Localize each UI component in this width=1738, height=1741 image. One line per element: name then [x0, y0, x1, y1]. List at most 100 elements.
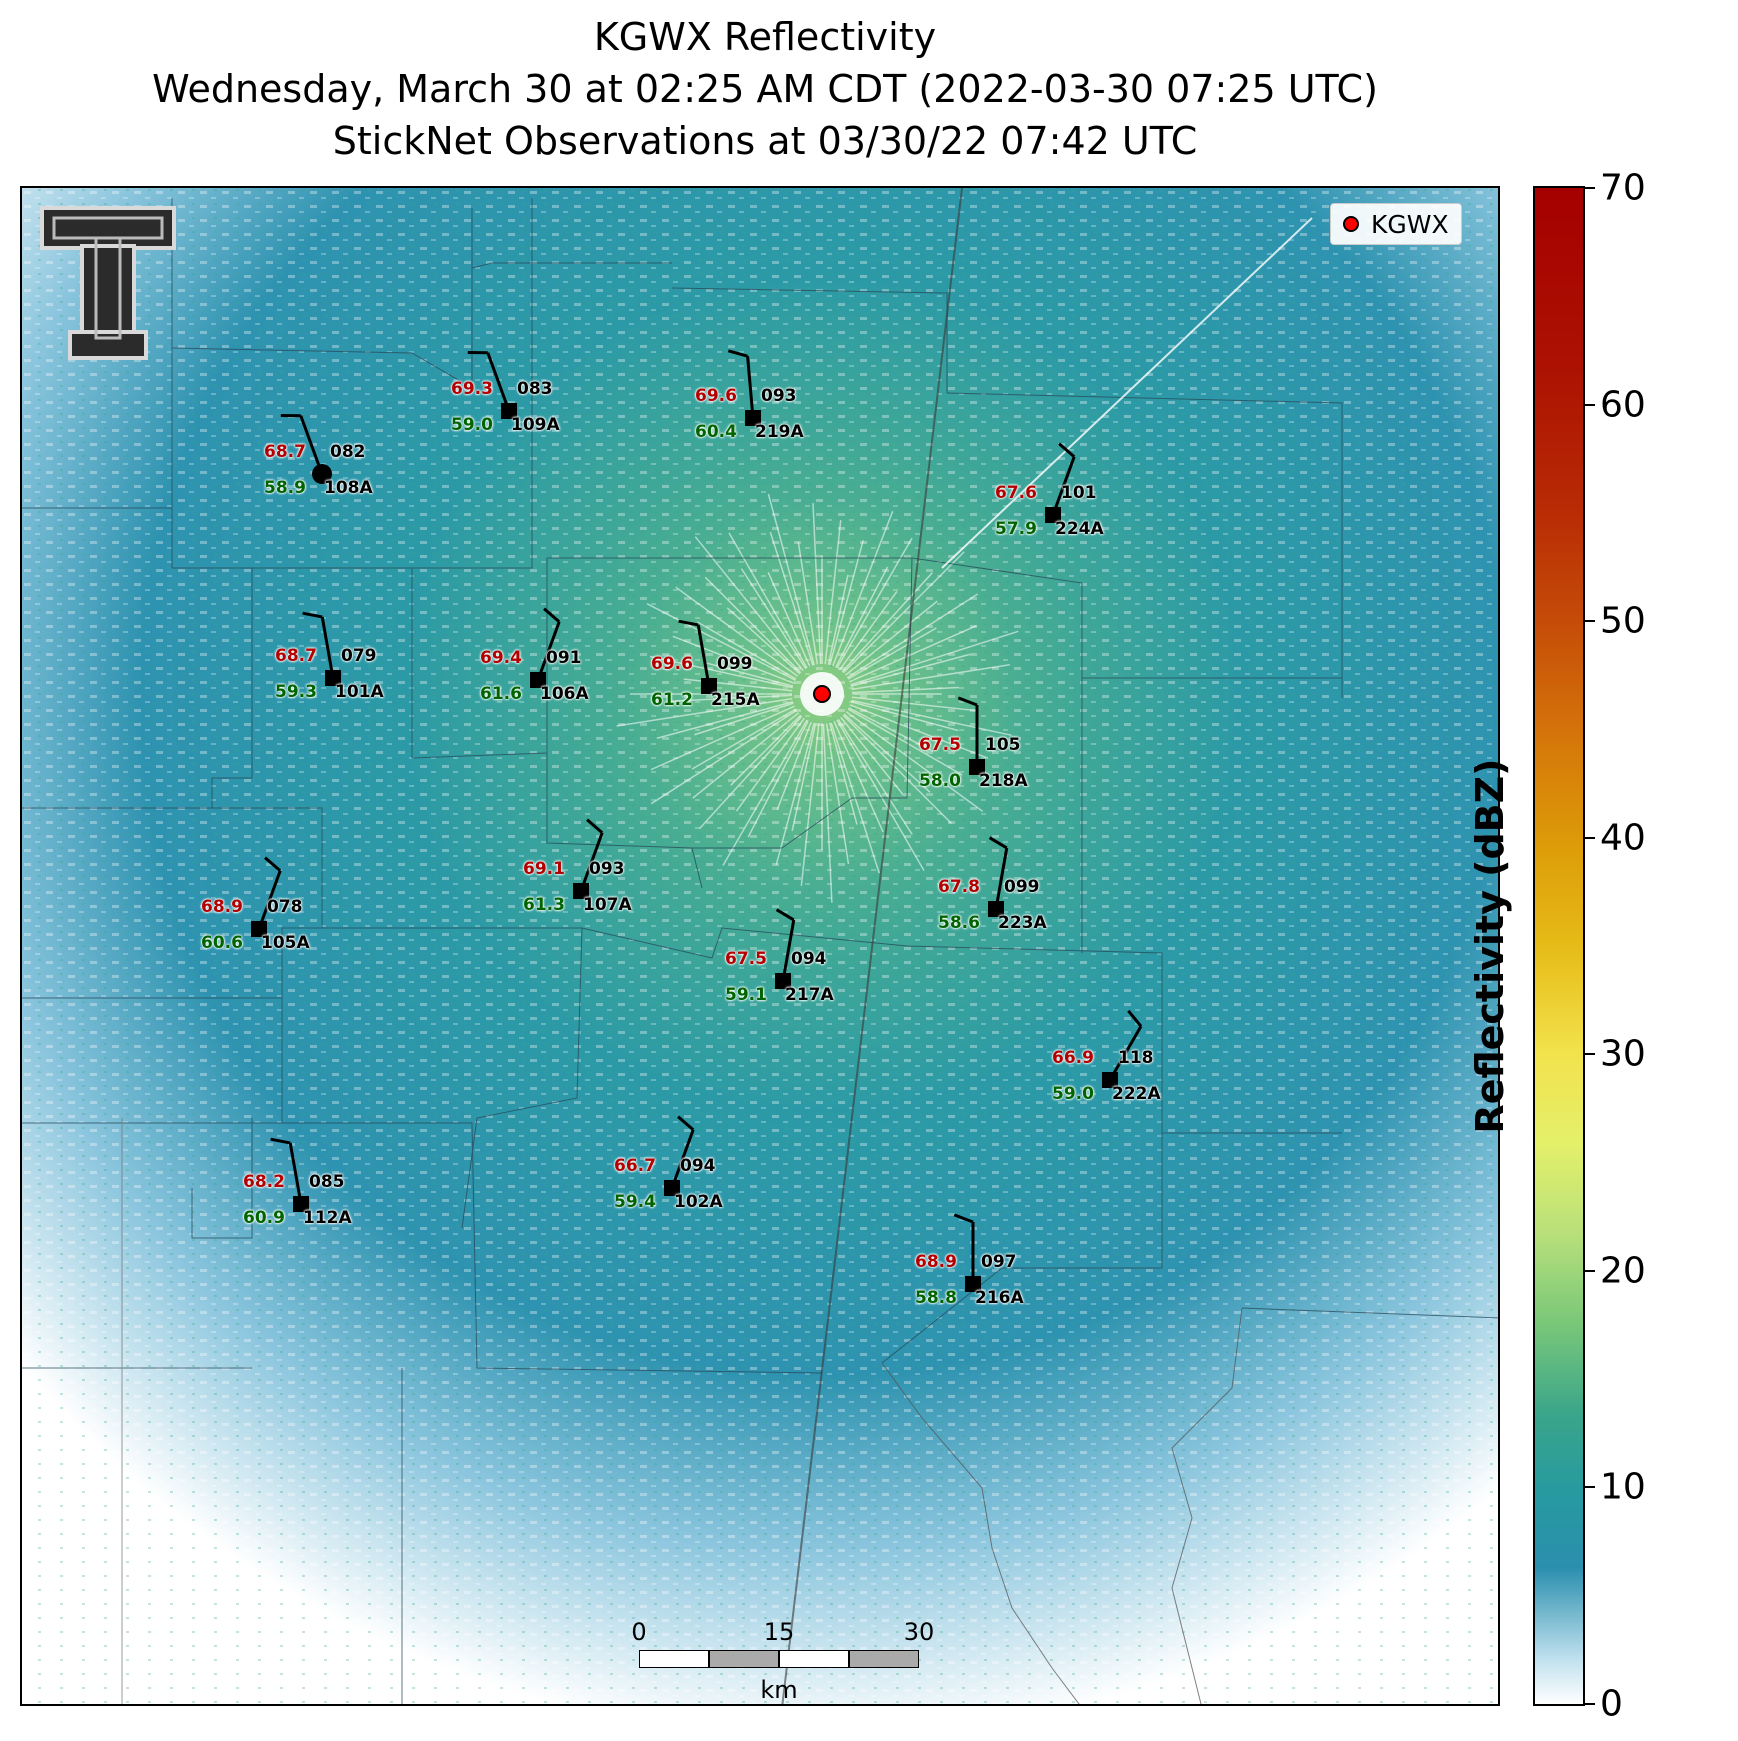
station-marker-224a[interactable] [1045, 507, 1061, 523]
station-id: 105A [261, 933, 310, 953]
radar-ray [850, 653, 970, 687]
station-id: 222A [1112, 1084, 1161, 1104]
scalebar-tick-0: 0 [631, 1618, 647, 1646]
radar-artifact-line [781, 188, 963, 1704]
reflectivity-colorbar [1533, 186, 1585, 1706]
map-subtitle-time: Wednesday, March 30 at 02:25 AM CDT (202… [152, 67, 1378, 111]
station-temp: 68.7 [275, 646, 317, 666]
station-id: 223A [998, 913, 1047, 933]
station-wind-dir: 105 [985, 735, 1021, 755]
station-temp: 66.7 [614, 1156, 656, 1176]
wind-barb-flag [677, 1115, 695, 1131]
radar-ray [694, 702, 794, 736]
wind-barb-flag [1058, 442, 1076, 458]
wind-barb-staff [746, 356, 755, 419]
wind-barb-staff [1051, 456, 1076, 516]
radar-ray [844, 600, 938, 676]
map-legend: KGWX [1330, 203, 1462, 245]
station-wind-dir: 079 [341, 646, 377, 666]
station-wind-dir: 093 [589, 859, 625, 879]
station-marker-108a[interactable] [312, 464, 332, 484]
station-wind-dir: 091 [546, 648, 582, 668]
radar-ray [829, 540, 864, 666]
radar-ray [726, 607, 801, 675]
station-temp: 69.6 [651, 654, 693, 674]
colorbar-tick-label: 20 [1600, 1250, 1646, 1292]
station-dewpoint: 60.4 [695, 422, 737, 442]
radar-ray [650, 705, 795, 771]
radar-ray [824, 519, 842, 665]
legend-radar-label: KGWX [1371, 209, 1449, 239]
radar-ray [704, 576, 802, 674]
radar-ray [656, 701, 794, 739]
wind-barb-staff [486, 352, 511, 412]
radar-ray [769, 531, 814, 666]
station-temp: 69.1 [523, 859, 565, 879]
radar-ray [672, 635, 795, 684]
colorbar-title: Reflectivity (dBZ) [1468, 758, 1512, 1134]
station-marker-107a[interactable] [573, 883, 589, 899]
station-marker-112a[interactable] [293, 1196, 309, 1212]
kgwx-radar-site[interactable] [813, 685, 831, 703]
radar-ray [691, 708, 797, 770]
station-temp: 69.3 [451, 379, 493, 399]
colorbar-tick-mark [1585, 187, 1595, 189]
station-dewpoint: 61.6 [480, 684, 522, 704]
scalebar-segment [639, 1650, 709, 1668]
station-marker-105a[interactable] [251, 921, 267, 937]
station-wind-dir: 093 [761, 386, 797, 406]
radar-ray [650, 709, 798, 805]
station-marker-217a[interactable] [775, 973, 791, 989]
radar-ray [675, 586, 799, 677]
station-id: 217A [785, 985, 834, 1005]
station-temp: 68.9 [915, 1252, 957, 1272]
radar-ray [722, 719, 808, 866]
station-wind-dir: 094 [791, 949, 827, 969]
station-id: 107A [583, 895, 632, 915]
wind-barb-flag [953, 1213, 974, 1224]
colorbar-tick-label: 0 [1600, 1683, 1623, 1725]
station-marker-102a[interactable] [664, 1180, 680, 1196]
radar-ray [848, 707, 934, 752]
station-marker-218a[interactable] [969, 759, 985, 775]
colorbar-tick-mark [1585, 1269, 1595, 1272]
radar-ray [843, 713, 931, 793]
radar-ray [735, 717, 805, 812]
station-id: 219A [755, 422, 804, 442]
station-temp: 68.2 [243, 1172, 285, 1192]
scalebar-segment [779, 1650, 849, 1668]
station-temp: 69.6 [695, 386, 737, 406]
station-id: 215A [711, 690, 760, 710]
radar-ray [776, 721, 812, 810]
wind-barb-flag [264, 856, 282, 872]
colorbar-tick-mark [1585, 1703, 1595, 1705]
map-title: KGWX Reflectivity [593, 15, 937, 59]
radar-reflectivity-layer [22, 188, 1498, 1704]
radar-map[interactable]: 68.7 082 58.9 108A 69.3 083 59.0 109A 69.6 093 60.… [20, 186, 1500, 1706]
radar-ray [728, 532, 808, 669]
wind-barb-flag [1127, 1009, 1143, 1028]
station-marker-223a[interactable] [988, 901, 1004, 917]
station-marker-216a[interactable] [965, 1276, 981, 1292]
station-marker-109a[interactable] [501, 403, 517, 419]
station-temp: 67.5 [919, 735, 961, 755]
station-dewpoint: 58.6 [938, 913, 980, 933]
radar-ray [649, 655, 793, 689]
wind-barb-flag [586, 818, 604, 834]
station-id: 112A [303, 1208, 352, 1228]
radar-ray [842, 551, 965, 674]
station-dewpoint: 59.3 [275, 682, 317, 702]
station-marker-106a[interactable] [530, 672, 546, 688]
station-marker-222a[interactable] [1102, 1072, 1118, 1088]
station-dewpoint: 61.3 [523, 895, 565, 915]
station-dewpoint: 58.8 [915, 1288, 957, 1308]
wind-barb-flag [727, 349, 749, 358]
colorbar-tick-mark [1585, 836, 1595, 839]
station-marker-219a[interactable] [745, 410, 761, 426]
radar-ray [846, 593, 979, 679]
station-marker-101a[interactable] [325, 670, 341, 686]
wind-barbs [251, 349, 1143, 1292]
station-temp: 68.7 [264, 442, 306, 462]
station-marker-215a[interactable] [701, 678, 717, 694]
map-subtitle-sticknet: StickNet Observations at 03/30/22 07:42 … [332, 119, 1198, 163]
